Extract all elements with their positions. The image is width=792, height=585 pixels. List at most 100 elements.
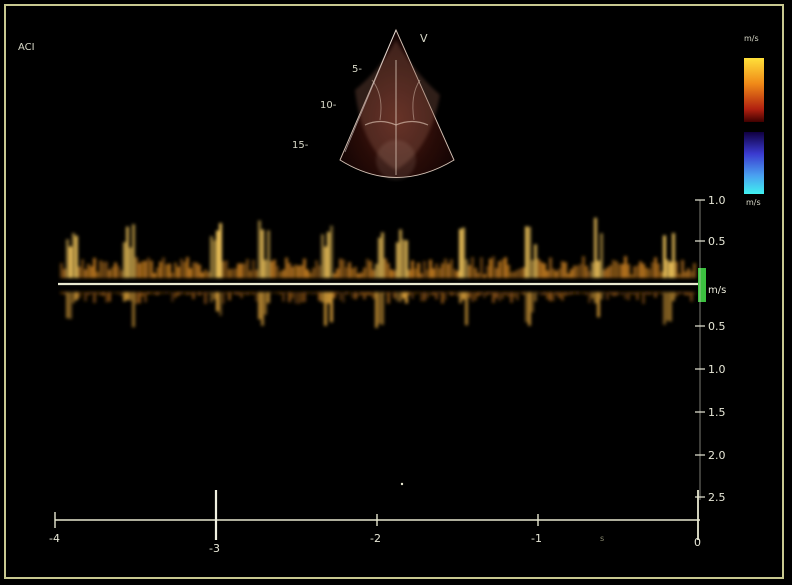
spectrum-segment-positive (639, 261, 642, 278)
spectrum-segment-negative (285, 292, 288, 294)
spectrum-segment-positive (489, 258, 492, 278)
spectrum-segment-negative (426, 292, 429, 299)
spectrum-segment-positive (252, 259, 255, 278)
spectrum-segment-negative (321, 292, 324, 303)
spectrum-segment-positive (507, 264, 510, 278)
spectrum-segment-positive (351, 268, 354, 278)
spectrum-segment-positive (375, 263, 378, 278)
spectrum-segment-negative (534, 292, 537, 302)
spectrum-segment-positive (453, 269, 456, 278)
spectrum-segment-positive (240, 263, 243, 278)
spectrum-segment-negative (306, 292, 309, 294)
spectrum-segment-negative (627, 292, 630, 301)
spectrum-segment-positive (171, 272, 174, 278)
spectrum-segment-positive (624, 256, 627, 278)
color-map: m/s m/s (744, 34, 764, 207)
spectrum-segment-positive (585, 265, 588, 278)
spectrum-segment-positive (96, 271, 99, 278)
spectrum-segment-negative (180, 292, 183, 294)
spectrum-segment-positive (435, 263, 438, 278)
spectrum-segment-positive (669, 261, 672, 278)
spectrum-segment-positive (231, 268, 234, 278)
spectrum-segment-positive (477, 272, 480, 278)
spectrum-segment-positive (384, 258, 387, 278)
velocity-tick-lower-4: 2.0 (708, 449, 726, 462)
spectrum-segment-negative (291, 292, 294, 299)
spectrum-segment-negative (648, 292, 651, 295)
spectrum-segment-positive (594, 217, 597, 278)
spectrum-segment-negative (543, 292, 546, 295)
spectrum-segment-negative (405, 292, 408, 304)
spectrum-segment-positive (303, 258, 306, 278)
spectrum-segment-negative (216, 292, 219, 312)
velocity-unit-label: m/s (708, 285, 726, 296)
spectrum-segment-positive (387, 263, 390, 278)
spectrum-segment-positive (504, 257, 507, 278)
spectrum-segment-negative (516, 292, 519, 301)
spectrum-segment-positive (429, 259, 432, 278)
spectrum-segment-positive (315, 260, 318, 278)
spectrum-segment-negative (585, 292, 588, 295)
spectrum-segment-negative (246, 292, 249, 295)
spectrum-segment-positive (540, 261, 543, 278)
spectrum-segment-positive (537, 258, 540, 278)
spectrum-segment-negative (186, 292, 189, 295)
spectrum-segment-positive (342, 259, 345, 278)
spectrum-segment-positive (108, 269, 111, 278)
spectrum-segment-positive (690, 271, 693, 278)
time-tick-5: 0 (694, 536, 701, 549)
spectrum-segment-negative (690, 292, 693, 302)
spectrum-segment-negative (606, 292, 609, 300)
spectrum-segment-negative (537, 292, 540, 294)
spectrum-segment-negative (198, 292, 201, 296)
spectrum-segment-positive (93, 257, 96, 278)
spectrum-segment-negative (84, 292, 87, 302)
spectrum-segment-positive (402, 239, 405, 278)
spectrum-segment-positive (192, 262, 195, 278)
spectrum-segment-positive (546, 270, 549, 278)
spectrum-segment-positive (246, 259, 249, 278)
spectrum-segment-negative (108, 292, 111, 302)
spectrum-segment-positive (405, 240, 408, 278)
spectrum-segment-positive (651, 262, 654, 278)
spectrum-segment-positive (144, 260, 147, 278)
spectrum-segment-positive (684, 271, 687, 278)
spectrum-segment-negative (576, 292, 579, 294)
spectrum-segment-positive (603, 269, 606, 278)
spectrum-segment-positive (522, 267, 525, 278)
spectrum-segment-negative (270, 292, 273, 294)
velocity-tick-lower-1: 0.5 (708, 320, 726, 333)
spectrum-segment-positive (273, 259, 276, 278)
spectrum-segment-negative (666, 292, 669, 321)
spectrum-segment-negative (600, 292, 603, 300)
spectrum-segment-positive (213, 240, 216, 278)
spectrum-segment-negative (441, 292, 444, 304)
spectrum-segment-positive (345, 267, 348, 278)
doppler-spectrum (60, 217, 696, 328)
spectrum-segment-negative (63, 292, 66, 295)
spectrum-segment-negative (330, 292, 333, 323)
spectrum-segment-positive (177, 266, 180, 278)
spectrum-segment-positive (606, 267, 609, 278)
spectrum-segment-negative (681, 292, 684, 294)
baseline-shift-handle[interactable] (698, 268, 706, 302)
velocity-tick-lower-3: 1.5 (708, 406, 726, 419)
spectrum-segment-negative (618, 292, 621, 295)
spectrum-segment-negative (168, 292, 171, 294)
spectrum-segment-negative (669, 292, 672, 322)
spectrum-segment-positive (225, 260, 228, 278)
spectrum-segment-negative (111, 292, 114, 294)
spectrum-segment-positive (456, 270, 459, 278)
spectrum-segment-negative (429, 292, 432, 296)
spectrum-segment-negative (144, 292, 147, 303)
spectrum-segment-positive (576, 265, 579, 278)
spectrum-segment-positive (150, 260, 153, 278)
spectrum-segment-positive (285, 257, 288, 278)
spectrum-segment-negative (504, 292, 507, 296)
spectrum-segment-positive (318, 265, 321, 278)
spectrum-segment-negative (189, 292, 192, 295)
spectrum-segment-negative (624, 292, 627, 300)
velocity-tick-lower-2: 1.0 (708, 363, 726, 376)
spectrum-segment-negative (639, 292, 642, 294)
